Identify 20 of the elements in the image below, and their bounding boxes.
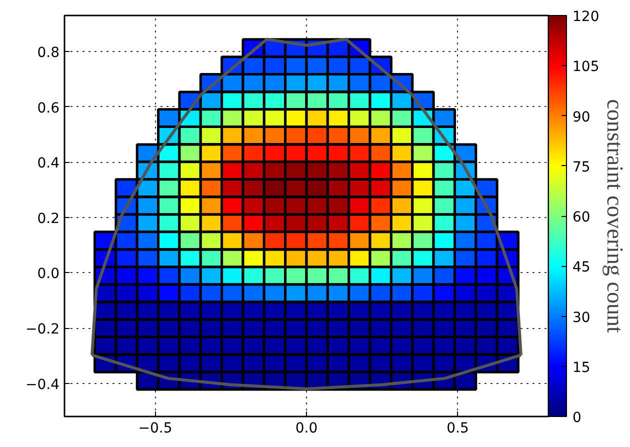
y-tick-label: −0.4 [26, 376, 60, 393]
color-bar-label: 105 [572, 59, 600, 76]
color-bar-title: constraint covering count [602, 99, 628, 334]
color-bar-label: 30 [572, 310, 590, 326]
color-bar-label: 15 [572, 360, 590, 376]
y-tick-label: −0.2 [26, 322, 60, 338]
y-tick-label: 0.0 [37, 266, 60, 282]
color-bar-label: 60 [572, 210, 590, 226]
y-tick-label: 0.2 [37, 210, 60, 227]
x-tick-label: 0.5 [446, 420, 469, 436]
color-bar-label: 75 [572, 159, 590, 176]
color-bar-label: 90 [572, 109, 590, 126]
y-tick-label: 0.8 [37, 44, 60, 61]
x-tick-label: −0.5 [138, 420, 172, 436]
x-tick-label: 0.0 [295, 420, 318, 436]
y-tick-label: 0.4 [37, 156, 60, 172]
y-tick-label: 0.6 [37, 100, 60, 116]
color-bar-label: 45 [572, 260, 590, 276]
color-bar-label: 0 [572, 410, 582, 426]
color-bar-label: 120 [572, 9, 600, 25]
